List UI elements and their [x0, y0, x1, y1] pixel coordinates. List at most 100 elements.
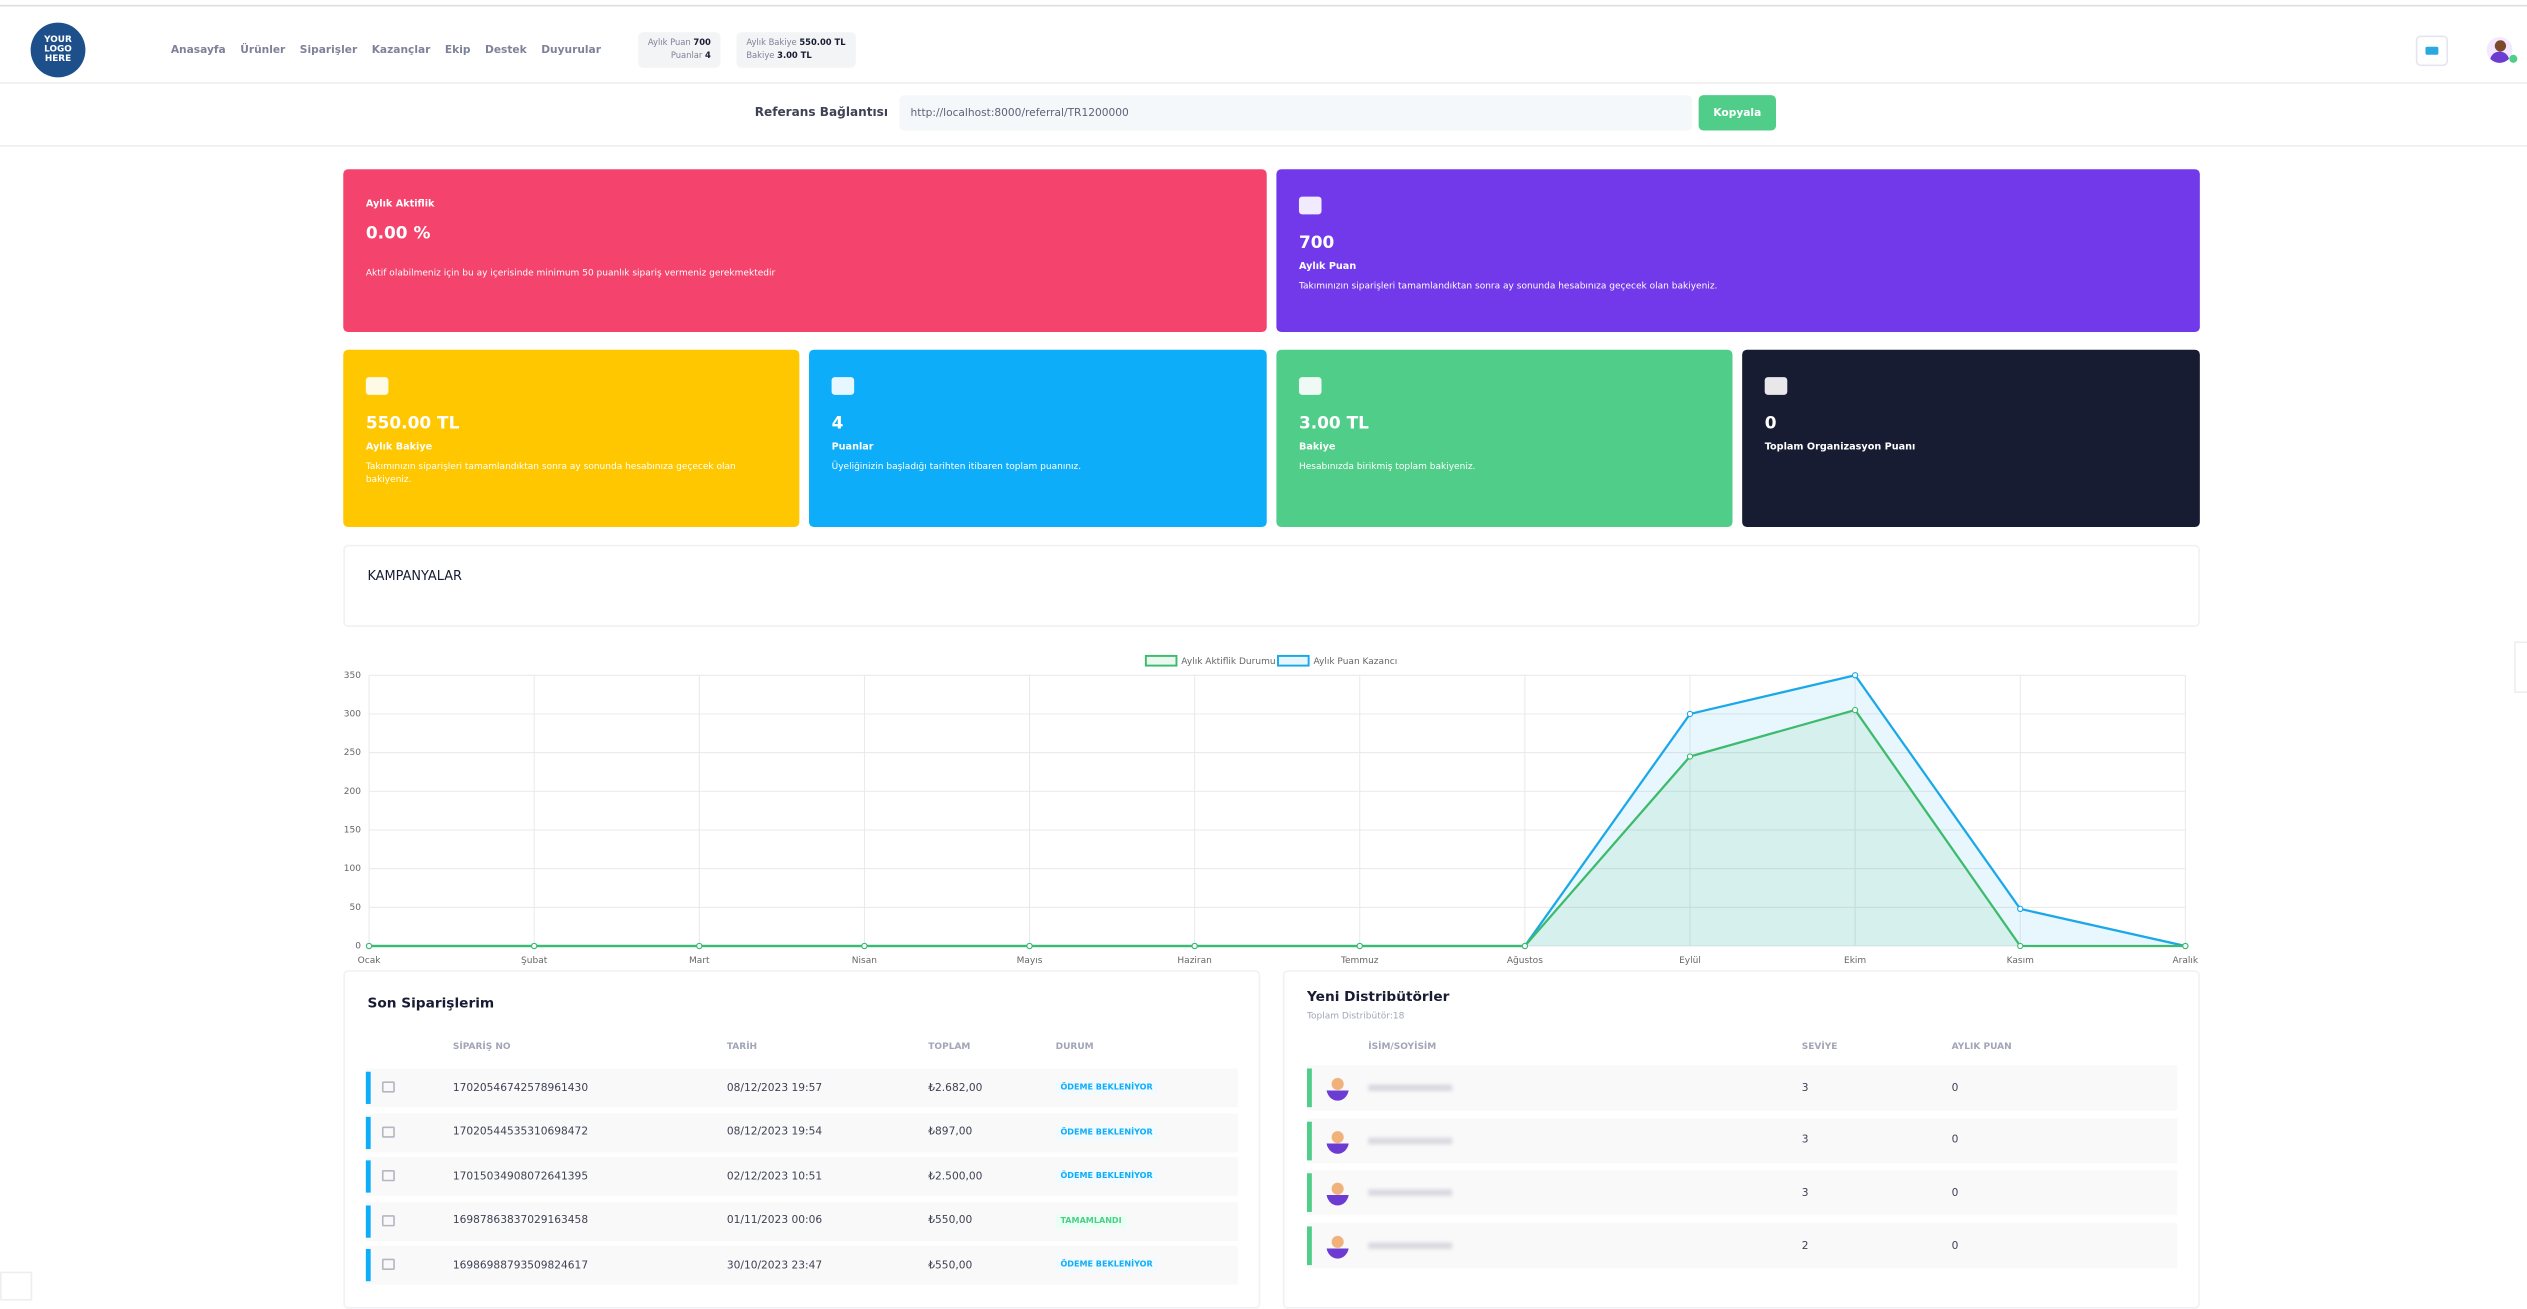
cell: 3: [1801, 1080, 1809, 1094]
card-value: 0: [1764, 414, 1777, 434]
copy-button[interactable]: Kopyala: [1698, 95, 1776, 131]
data-point: [1851, 706, 1859, 714]
cell: 17020544535310698472: [452, 1124, 589, 1138]
cell: ₺550,00: [928, 1257, 973, 1271]
stat-card: 700 Aylık Puan Takımınızın siparişleri tam…: [1276, 169, 2200, 332]
data-point: [1356, 942, 1363, 950]
card-label: Bakiye: [1298, 441, 1336, 453]
stat-row: Bakiye 3.00 TL: [746, 50, 845, 63]
card-label: Aylık Puan: [1298, 261, 1357, 273]
status-badge: TAMAMLANDI: [1055, 1214, 1127, 1228]
cell: 08/12/2023 19:54: [726, 1124, 823, 1138]
avatar: [1326, 1233, 1349, 1259]
data-point: [1686, 710, 1694, 718]
column-header: SİPARİŞ NO: [452, 1042, 511, 1053]
row-accent: [365, 1160, 370, 1193]
x-tick-label: Şubat: [521, 956, 548, 966]
row-icon: [381, 1170, 395, 1182]
column-header: İSİM/SOYİSİM: [1368, 1042, 1437, 1053]
side-toggle[interactable]: [2514, 641, 2527, 693]
row-accent: [365, 1204, 370, 1237]
stat-row: Aylık Puan 700: [648, 37, 711, 50]
user-avatar[interactable]: [2486, 37, 2513, 63]
card-icon: [365, 377, 389, 395]
chart: 0 50 100 150 200 250 300 350 Ocak Şubat Mart Nisan M…: [344, 654, 2199, 966]
row-accent: [1307, 1226, 1312, 1266]
referral-border: [0, 145, 2527, 147]
data-point: [2017, 942, 2024, 950]
legend-label: Aylık Aktiflik Durumu: [1181, 657, 1275, 667]
cell: 17015034908072641395: [452, 1169, 589, 1183]
referral-input[interactable]: http://localhost:8000/referral/TR1200000: [899, 95, 1693, 131]
nav-link[interactable]: Siparişler: [299, 43, 358, 57]
cell: 01/11/2023 00:06: [726, 1213, 823, 1227]
blurred-name: [1368, 1137, 1453, 1144]
card-icon: [1298, 377, 1322, 395]
status-badge: ÖDEME BEKLENİYOR: [1055, 1258, 1158, 1272]
online-dot: [2509, 54, 2518, 63]
row-accent: [365, 1116, 370, 1149]
cell: 16987863837029163458: [452, 1213, 589, 1227]
data-point: [1521, 942, 1529, 950]
card-label: Puanlar: [831, 441, 874, 453]
referral-label: Referans Bağlantısı: [754, 104, 888, 120]
y-tick-label: 150: [344, 825, 361, 835]
nav-link[interactable]: Anasayfa: [170, 43, 226, 57]
cell: 2: [1801, 1238, 1809, 1252]
card-value: 4: [831, 414, 844, 434]
cart-button[interactable]: [2415, 35, 2449, 67]
nav-link[interactable]: Duyurular: [541, 43, 601, 57]
x-tick-label: Ağustos: [1507, 956, 1543, 966]
card-label: Aylık Bakiye: [365, 441, 433, 453]
stat-label: Puanlar: [670, 51, 703, 62]
y-tick-label: 0: [355, 942, 361, 952]
debug-icon[interactable]: [0, 1271, 33, 1301]
blurred-name: [1368, 1084, 1453, 1092]
card-desc: Hesabınızda birikmiş toplam bakiyeniz.: [1298, 462, 1476, 473]
y-tick-label: 50: [350, 903, 362, 913]
stat-card: 4 Puanlar Üyeliğinizin başladığı tarihten …: [809, 349, 1267, 527]
cell: ₺550,00: [928, 1213, 973, 1227]
stat-value: 4: [705, 51, 711, 62]
column-header: TOPLAM: [928, 1042, 971, 1053]
cell: 0: [1951, 1238, 1959, 1252]
x-tick-label: Ekim: [1844, 956, 1866, 966]
row-icon: [381, 1258, 395, 1270]
series-line: [369, 708, 2186, 948]
cell: 16986988793509824617: [452, 1257, 589, 1271]
x-tick-label: Kasım: [2007, 956, 2034, 966]
column-header: AYLIK PUAN: [1951, 1042, 2012, 1053]
data-point: [1191, 942, 1198, 950]
nav-link[interactable]: Ürünler: [240, 43, 286, 57]
data-point: [861, 942, 868, 950]
nav-link[interactable]: Ekip: [444, 43, 471, 57]
row-accent: [365, 1248, 370, 1282]
nav-link[interactable]: Destek: [484, 43, 527, 57]
card-desc: Takımınızın siparişleri tamamlandıktan s…: [365, 462, 736, 486]
stat-value: 550.00 TL: [799, 38, 846, 49]
card-icon: [831, 377, 855, 395]
cell: 30/10/2023 23:47: [726, 1257, 823, 1271]
column-header: DURUM: [1055, 1042, 1094, 1053]
blurred-name: [1368, 1242, 1453, 1250]
x-tick-label: Nisan: [852, 956, 877, 966]
card-value: 550.00 TL: [365, 414, 460, 434]
x-tick-label: Aralık: [2173, 956, 2199, 966]
card-value: 0.00 %: [365, 224, 431, 244]
avatar: [1326, 1180, 1349, 1207]
series-area: [369, 710, 2186, 947]
y-tick-label: 350: [344, 671, 361, 681]
stat-label: Bakiye: [746, 51, 775, 62]
data-point: [1686, 753, 1694, 760]
logo[interactable]: YOUR LOGO HERE: [30, 22, 86, 78]
data-point: [1851, 672, 1859, 679]
column-header: TARİH: [726, 1042, 758, 1053]
stat-row: Puanlar 4: [648, 50, 711, 63]
card-icon: [1764, 377, 1788, 395]
y-tick-label: 250: [344, 748, 361, 758]
header-border: [0, 82, 2527, 84]
cell: 02/12/2023 10:51: [726, 1169, 823, 1183]
cell: ₺897,00: [928, 1124, 973, 1138]
nav-link[interactable]: Kazançlar: [371, 43, 431, 57]
stat-row: Aylık Bakiye 550.00 TL: [746, 37, 845, 50]
